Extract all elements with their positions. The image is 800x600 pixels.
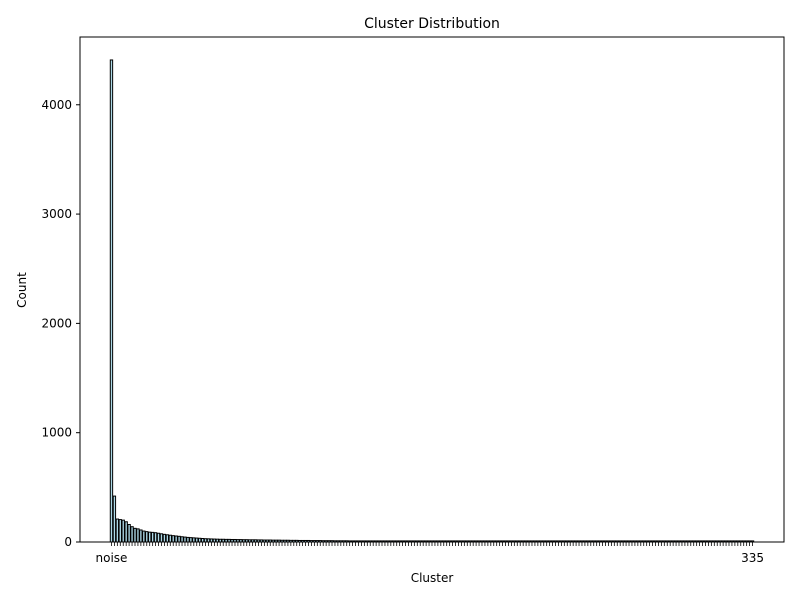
- bar: [195, 537, 199, 543]
- bar: [156, 532, 161, 543]
- bar: [112, 495, 117, 543]
- bar: [118, 519, 122, 543]
- y-tick-label: 3000: [41, 207, 72, 221]
- y-tick-label: 1000: [41, 426, 72, 440]
- bar: [115, 518, 120, 543]
- bar: [139, 529, 143, 543]
- bar: [189, 537, 193, 543]
- bar: [183, 536, 187, 543]
- y-axis-label: Count: [15, 272, 29, 308]
- bar: [153, 532, 158, 543]
- chart-title: Cluster Distribution: [364, 16, 500, 32]
- bar: [165, 534, 170, 543]
- bar: [109, 59, 114, 543]
- bar: [130, 526, 134, 543]
- bar: [136, 528, 140, 543]
- bar: [162, 533, 167, 543]
- bar: [186, 536, 190, 543]
- bar: [127, 524, 131, 543]
- bar: [133, 527, 137, 543]
- y-tick-label: 0: [64, 535, 72, 549]
- bar: [174, 535, 178, 543]
- x-tick-label-first: noise: [96, 551, 128, 565]
- bar: [200, 538, 205, 543]
- bar: [198, 537, 202, 543]
- bar: [145, 531, 149, 543]
- plot-frame: [79, 36, 785, 543]
- bar: [124, 521, 128, 543]
- y-tick-label: 4000: [41, 98, 72, 112]
- bar: [168, 534, 172, 543]
- bar: [142, 530, 146, 543]
- bar: [148, 531, 152, 543]
- bar: [192, 537, 196, 543]
- bar: [177, 535, 181, 543]
- bar: [150, 531, 155, 543]
- y-tick-label: 2000: [41, 316, 72, 330]
- bar: [121, 519, 125, 543]
- bar: [171, 535, 175, 543]
- y-ticks-group: 0 1000 2000 3000 4000: [41, 98, 80, 549]
- x-axis-label: Cluster: [411, 571, 454, 585]
- bar: [180, 536, 184, 543]
- x-tick-label-last: 335: [741, 551, 764, 565]
- bar: [159, 533, 164, 543]
- x-ticks-group: noise 335: [96, 542, 764, 565]
